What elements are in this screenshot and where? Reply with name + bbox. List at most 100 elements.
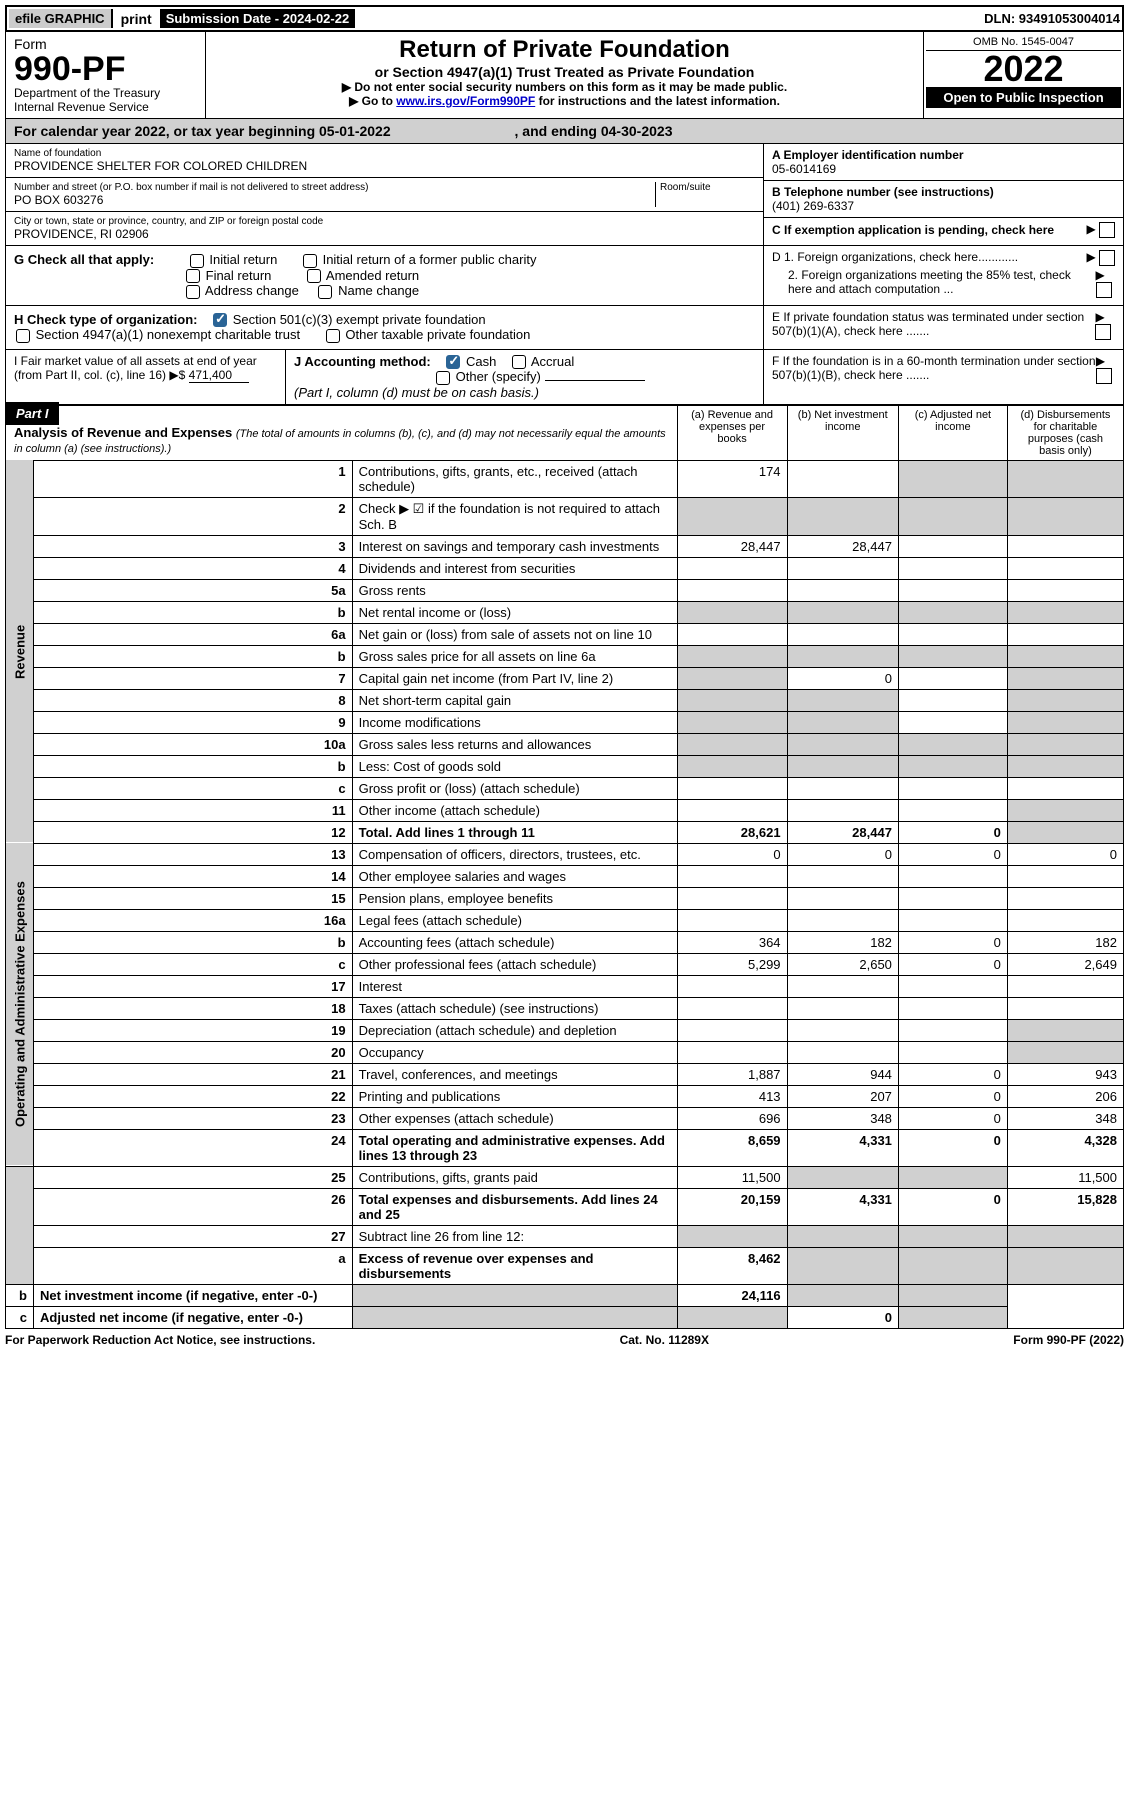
table-row: cAdjusted net income (if negative, enter… (6, 1306, 1124, 1328)
value-cell (677, 733, 787, 755)
table-row: 6aNet gain or (loss) from sale of assets… (6, 623, 1124, 645)
tax-year: 2022 (926, 51, 1121, 87)
e-label: E If private foundation status was termi… (772, 310, 1095, 345)
open-inspection: Open to Public Inspection (926, 87, 1121, 108)
cb-address[interactable] (186, 285, 200, 299)
j-other: Other (specify) (456, 369, 541, 384)
value-cell (1007, 1019, 1123, 1041)
value-cell (898, 733, 1007, 755)
value-cell: 182 (787, 931, 898, 953)
cb-501c3[interactable] (213, 313, 227, 327)
line-number: 10a (34, 733, 353, 755)
value-cell (898, 997, 1007, 1019)
cb-amended[interactable] (307, 269, 321, 283)
value-cell: 207 (787, 1085, 898, 1107)
value-cell (898, 557, 1007, 579)
line-number: 12 (34, 821, 353, 843)
value-cell (677, 887, 787, 909)
g-final: Final return (206, 268, 272, 283)
value-cell (898, 1166, 1007, 1188)
e-checkbox[interactable] (1095, 324, 1111, 340)
d2-checkbox[interactable] (1096, 282, 1112, 298)
line-description: Contributions, gifts, grants, etc., rece… (352, 460, 677, 497)
print-link[interactable]: print (117, 11, 156, 27)
line-description: Subtract line 26 from line 12: (352, 1225, 677, 1247)
irs-label: Internal Revenue Service (14, 100, 149, 114)
value-cell: 20,159 (677, 1188, 787, 1225)
value-cell (677, 997, 787, 1019)
table-row: 5aGross rents (6, 579, 1124, 601)
value-cell (898, 1284, 1007, 1306)
value-cell: 0 (898, 953, 1007, 975)
cb-initial[interactable] (190, 254, 204, 268)
line-description: Other income (attach schedule) (352, 799, 677, 821)
foundation-name-cell: Name of foundation PROVIDENCE SHELTER FO… (6, 144, 763, 178)
value-cell (1007, 460, 1123, 497)
cb-other-tax[interactable] (326, 329, 340, 343)
value-cell: 28,621 (677, 821, 787, 843)
line-number: 3 (34, 535, 353, 557)
header-right: OMB No. 1545-0047 2022 Open to Public In… (923, 32, 1123, 118)
cb-namechg[interactable] (318, 285, 332, 299)
value-cell: 0 (898, 1129, 1007, 1166)
c-label: C If exemption application is pending, c… (772, 223, 1054, 237)
g-initial: Initial return (209, 252, 277, 267)
value-cell: 174 (677, 460, 787, 497)
value-cell (898, 777, 1007, 799)
value-cell (787, 1041, 898, 1063)
irs-link[interactable]: www.irs.gov/Form990PF (396, 94, 535, 108)
cb-final[interactable] (186, 269, 200, 283)
cb-accrual[interactable] (512, 355, 526, 369)
value-cell (677, 777, 787, 799)
calendar-year-row: For calendar year 2022, or tax year begi… (5, 119, 1124, 144)
value-cell (1007, 645, 1123, 667)
value-cell (1007, 755, 1123, 777)
table-row: 8Net short-term capital gain (6, 689, 1124, 711)
g-amended: Amended return (326, 268, 419, 283)
exemption-cell: C If exemption application is pending, c… (764, 218, 1123, 242)
line-description: Dividends and interest from securities (352, 557, 677, 579)
value-cell (898, 1041, 1007, 1063)
value-cell (1007, 821, 1123, 843)
value-cell: 15,828 (1007, 1188, 1123, 1225)
cb-other-acct[interactable] (436, 371, 450, 385)
line-description: Other employee salaries and wages (352, 865, 677, 887)
value-cell: 182 (1007, 931, 1123, 953)
table-row: Revenue1Contributions, gifts, grants, et… (6, 460, 1124, 497)
value-cell (1007, 601, 1123, 623)
f-checkbox[interactable] (1096, 368, 1112, 384)
d1-checkbox[interactable] (1099, 250, 1115, 266)
cb-initial-former[interactable] (303, 254, 317, 268)
footer-left: For Paperwork Reduction Act Notice, see … (5, 1333, 315, 1347)
line-description: Travel, conferences, and meetings (352, 1063, 677, 1085)
table-row: 24Total operating and administrative exp… (6, 1129, 1124, 1166)
value-cell (898, 579, 1007, 601)
line-description: Depreciation (attach schedule) and deple… (352, 1019, 677, 1041)
line-number: 5a (34, 579, 353, 601)
footer-mid: Cat. No. 11289X (620, 1333, 709, 1347)
line-description: Adjusted net income (if negative, enter … (34, 1306, 353, 1328)
value-cell (898, 799, 1007, 821)
line-number: b (34, 645, 353, 667)
table-row: bNet rental income or (loss) (6, 601, 1124, 623)
j-label: J Accounting method: (294, 354, 431, 369)
value-cell (1007, 1247, 1123, 1284)
value-cell (898, 975, 1007, 997)
cb-cash[interactable] (446, 355, 460, 369)
table-row: 17Interest (6, 975, 1124, 997)
i-section: I Fair market value of all assets at end… (6, 350, 286, 404)
e-section: E If private foundation status was termi… (763, 306, 1123, 349)
line-number: 24 (34, 1129, 353, 1166)
header-center: Return of Private Foundation or Section … (206, 32, 923, 118)
value-cell (898, 711, 1007, 733)
value-cell: 0 (787, 843, 898, 865)
value-cell: 2,649 (1007, 953, 1123, 975)
cb-4947[interactable] (16, 329, 30, 343)
c-checkbox[interactable] (1099, 222, 1115, 238)
line-description: Income modifications (352, 711, 677, 733)
value-cell: 11,500 (1007, 1166, 1123, 1188)
addr-label: Number and street (or P.O. box number if… (14, 182, 655, 193)
value-cell: 1,887 (677, 1063, 787, 1085)
line-description: Taxes (attach schedule) (see instruction… (352, 997, 677, 1019)
value-cell (787, 460, 898, 497)
